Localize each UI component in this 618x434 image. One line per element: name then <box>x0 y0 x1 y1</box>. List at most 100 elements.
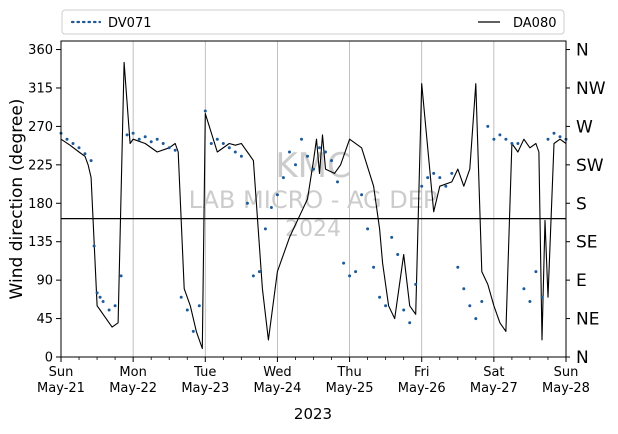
x-tick-label-day: Wed <box>263 365 291 380</box>
data-point-dv071 <box>330 159 333 163</box>
watermark: KMC LAB MICRO - AG DEP 2024 <box>189 146 438 242</box>
data-point-dv071 <box>438 176 442 180</box>
data-point-dv071 <box>408 321 412 325</box>
data-point-dv071 <box>209 142 213 145</box>
x-tick-label-date: May-25 <box>326 381 374 396</box>
x-axis-title: 2023 <box>294 405 332 423</box>
x-tick-label-day: Sat <box>483 365 504 380</box>
data-point-dv071 <box>450 171 454 175</box>
x-tick-label-date: May-24 <box>253 381 301 396</box>
data-point-dv071 <box>269 206 273 209</box>
y-axis: 0 45 90 135 180 225 270 315 360 <box>28 43 61 366</box>
y-axis-title: Wind direction (degree) <box>7 99 27 300</box>
data-point-dv071 <box>251 274 255 278</box>
data-point-dv071 <box>378 295 382 299</box>
data-point-dv071 <box>522 287 526 291</box>
data-point-dv071 <box>510 142 514 145</box>
data-point-dv071 <box>492 137 496 141</box>
data-point-dv071 <box>474 317 478 321</box>
data-point-dv071 <box>161 142 165 145</box>
data-point-dv071 <box>288 150 291 154</box>
data-point-dv071 <box>233 150 237 154</box>
data-point-dv071 <box>294 163 297 167</box>
compass-label: NE <box>576 310 599 330</box>
data-point-dv071 <box>528 300 532 303</box>
data-point-dv071 <box>312 167 315 171</box>
data-point-dv071 <box>426 176 430 180</box>
compass-label: N <box>576 348 589 368</box>
y-tick-label: 225 <box>28 158 53 173</box>
x-axis: SunMay-21MonMay-22TueMay-23WedMay-24ThuM… <box>37 357 590 396</box>
data-point-dv071 <box>348 274 352 278</box>
data-point-dv071 <box>414 282 418 286</box>
data-point-dv071 <box>420 184 424 188</box>
x-tick-label-date: May-23 <box>181 381 229 396</box>
data-point-dv071 <box>203 109 207 113</box>
compass-label: N <box>576 41 589 61</box>
data-point-dv071 <box>456 265 460 269</box>
series-line-da080 <box>60 61 567 350</box>
data-point-dv071 <box>89 159 93 163</box>
x-tick-label-date: May-26 <box>398 381 446 396</box>
data-point-dv071 <box>179 295 183 299</box>
compass-label: E <box>576 271 587 291</box>
compass-label: SW <box>576 156 604 176</box>
legend: DV071 DA080 <box>61 9 565 35</box>
data-point-dv071 <box>432 171 436 175</box>
data-point-dv071 <box>92 244 96 248</box>
data-point-dv071 <box>342 261 346 265</box>
data-point-dv071 <box>384 304 388 308</box>
y-tick-label: 45 <box>36 312 53 327</box>
data-point-dv071 <box>504 137 508 141</box>
data-point-dv071 <box>83 152 87 156</box>
data-point-dv071 <box>95 291 99 295</box>
data-point-dv071 <box>65 137 69 141</box>
data-point-dv071 <box>480 300 484 303</box>
x-tick-label-day: Thu <box>336 365 361 380</box>
data-point-dv071 <box>444 184 448 188</box>
data-point-dv071 <box>185 308 189 312</box>
data-point-dv071 <box>396 253 400 256</box>
legend-label-dv071: DV071 <box>108 16 152 31</box>
data-point-dv071 <box>354 270 358 274</box>
data-point-dv071 <box>300 137 303 141</box>
data-point-dv071 <box>540 295 544 299</box>
compass-label: S <box>576 194 587 214</box>
x-tick-label-day: Tue <box>193 365 216 380</box>
watermark-line-2: LAB MICRO - AG DEP <box>189 186 438 214</box>
data-point-dv071 <box>167 146 171 150</box>
data-point-dv071 <box>534 270 538 274</box>
data-point-dv071 <box>239 154 243 158</box>
y-tick-label: 135 <box>28 235 53 250</box>
x-tick-label-day: Sun <box>49 365 74 380</box>
y-tick-label: 90 <box>36 274 53 289</box>
y-tick-label: 270 <box>28 120 53 135</box>
data-point-dv071 <box>257 270 261 274</box>
x-tick-label-date: May-28 <box>542 381 590 396</box>
data-point-dv071 <box>227 146 231 150</box>
legend-box <box>61 9 565 35</box>
y-tick-label: 360 <box>28 43 53 58</box>
y-tick-label: 180 <box>28 197 53 212</box>
data-point-dv071 <box>155 137 159 141</box>
data-point-dv071 <box>366 227 370 231</box>
data-point-dv071 <box>275 193 279 197</box>
x-tick-label-day: Sun <box>554 365 579 380</box>
watermark-line-3: 2024 <box>285 217 341 242</box>
data-point-dv071 <box>149 140 153 144</box>
data-point-dv071 <box>101 300 105 303</box>
data-point-dv071 <box>546 137 550 141</box>
data-point-dv071 <box>402 308 406 312</box>
x-tick-label-day: Fri <box>414 365 430 380</box>
data-point-dv071 <box>119 274 123 278</box>
x-tick-label-date: May-21 <box>37 381 85 396</box>
data-point-dv071 <box>245 201 249 205</box>
compass-label: SE <box>576 233 598 253</box>
data-point-dv071 <box>71 142 75 145</box>
data-point-dv071 <box>125 133 129 137</box>
x-tick-label-date: May-22 <box>109 381 157 396</box>
data-point-dv071 <box>318 146 321 150</box>
data-point-dv071 <box>558 135 562 139</box>
data-point-dv071 <box>263 227 267 231</box>
data-point-dv071 <box>215 137 219 141</box>
